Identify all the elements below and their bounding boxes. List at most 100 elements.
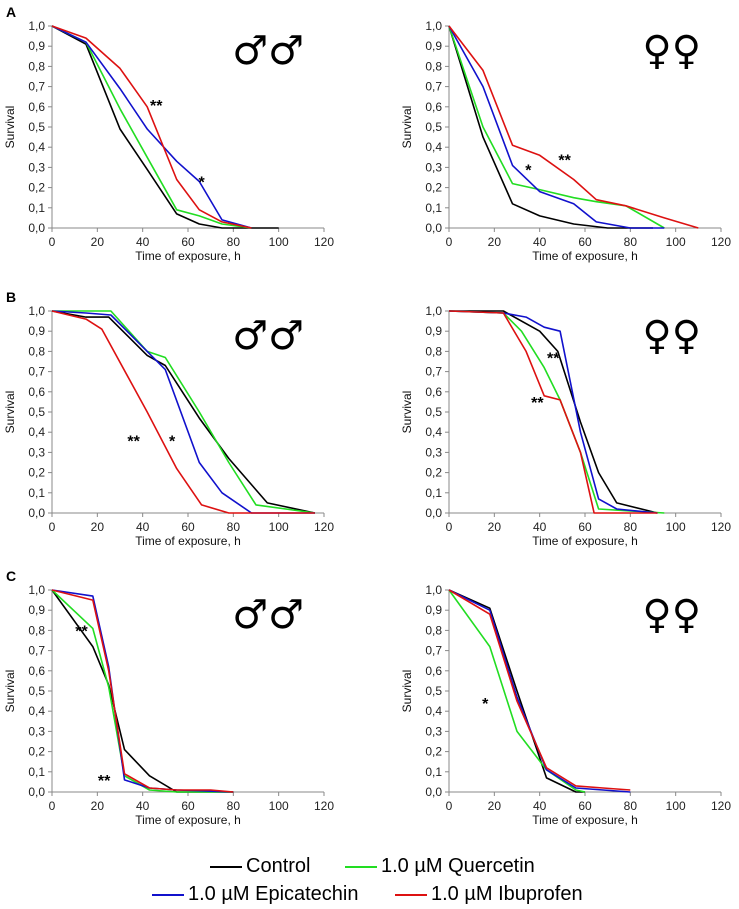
y-tick-label: 0,6 (28, 664, 45, 678)
y-tick-label: 0,0 (28, 785, 45, 799)
y-tick-label: 0,2 (425, 181, 442, 195)
x-axis-label: Time of exposure, h (532, 534, 638, 548)
x-tick-label: 120 (711, 235, 731, 249)
y-tick-label: 0,7 (425, 644, 442, 658)
sex-symbol: ♀♀ (642, 28, 701, 74)
y-tick-label: 0,2 (28, 466, 45, 480)
series-line-control (51, 310, 316, 514)
y-tick-label: 0,3 (28, 724, 45, 738)
chart-panel-3: 0,0 0,1 0,2 0,3 0,4 0,5 0,6 0,7 0,8 0,9 1,0 0 20 40 60… (400, 304, 731, 548)
series-line-epicatechin (51, 589, 234, 793)
x-tick-label: 0 (49, 235, 56, 249)
series-line-ibuprofen (51, 589, 234, 793)
x-tick-label: 0 (446, 799, 453, 813)
y-tick-label: 1,0 (425, 19, 442, 33)
x-tick-label: 80 (624, 799, 638, 813)
legend-swatch-control (210, 865, 242, 868)
y-tick-label: 0,4 (28, 140, 45, 154)
significance-marker: * (525, 162, 532, 179)
legend: Control 1.0 µM Quercetin 1.0 µM Epicatec… (0, 852, 739, 908)
y-tick-label: 0,1 (28, 201, 45, 215)
x-axis-label: Time of exposure, h (135, 534, 241, 548)
legend-swatch-quercetin (345, 865, 377, 868)
x-tick-label: 20 (488, 520, 502, 534)
sex-symbol: ♂♂ (232, 28, 304, 74)
chart-panel-2: 0,0 0,1 0,2 0,3 0,4 0,5 0,6 0,7 0,8 0,9 1,0 0 20 40 60… (3, 289, 334, 548)
x-tick-label: 120 (314, 235, 334, 249)
x-tick-label: 40 (136, 520, 150, 534)
x-tick-label: 60 (181, 235, 195, 249)
y-tick-label: 0,5 (425, 405, 442, 419)
x-tick-label: 20 (488, 235, 502, 249)
y-tick-label: 0,1 (425, 486, 442, 500)
y-tick-label: 0,3 (425, 445, 442, 459)
x-tick-label: 0 (446, 520, 453, 534)
significance-marker: ** (98, 773, 111, 790)
legend-label-ibuprofen: 1.0 µM Ibuprofen (431, 883, 583, 905)
significance-marker: * (169, 433, 176, 450)
y-tick-label: 0,8 (28, 623, 45, 637)
y-tick-label: 0,9 (28, 324, 45, 338)
y-axis-label: Survival (400, 670, 414, 713)
series-line-epicatechin (448, 310, 658, 514)
y-tick-label: 0,1 (28, 765, 45, 779)
sex-symbol: ♂♂ (232, 313, 304, 359)
y-tick-label: 0,3 (425, 724, 442, 738)
series-line-ibuprofen (448, 589, 631, 791)
chart-panel-1: 0,0 0,1 0,2 0,3 0,4 0,5 0,6 0,7 0,8 0,9 1,0 0 20 40 60… (400, 19, 731, 263)
series-line-epicatechin (51, 310, 315, 514)
y-tick-label: 0,7 (28, 80, 45, 94)
series-line-control (448, 25, 653, 229)
x-tick-label: 80 (624, 520, 638, 534)
x-tick-label: 40 (533, 520, 547, 534)
y-tick-label: 0,8 (425, 623, 442, 637)
legend-item-ibuprofen: 1.0 µM Ibuprofen (395, 883, 583, 906)
significance-marker: * (198, 175, 205, 192)
x-tick-label: 60 (181, 520, 195, 534)
y-tick-label: 0,1 (28, 486, 45, 500)
y-tick-label: 0,2 (425, 745, 442, 759)
x-tick-label: 100 (269, 520, 289, 534)
x-tick-label: 100 (666, 235, 686, 249)
x-tick-label: 0 (446, 235, 453, 249)
y-axis-label: Survival (400, 391, 414, 434)
y-tick-label: 0,0 (425, 506, 442, 520)
y-tick-label: 0,6 (28, 385, 45, 399)
series-line-quercetin (448, 589, 586, 793)
panel-letter: B (6, 289, 16, 305)
x-tick-label: 0 (49, 799, 56, 813)
series-line-ibuprofen (448, 25, 699, 229)
y-tick-label: 0,9 (425, 39, 442, 53)
x-tick-label: 80 (227, 799, 241, 813)
y-tick-label: 0,8 (28, 59, 45, 73)
y-tick-label: 0,5 (28, 405, 45, 419)
y-axis-label: Survival (3, 670, 17, 713)
legend-item-control: Control (210, 855, 310, 878)
series-line-control (449, 310, 658, 514)
y-tick-label: 0,2 (28, 745, 45, 759)
series-line-ibuprofen (448, 310, 658, 514)
x-tick-label: 120 (314, 799, 334, 813)
y-tick-label: 0,9 (28, 603, 45, 617)
chart-panel-0: 0,0 0,1 0,2 0,3 0,4 0,5 0,6 0,7 0,8 0,9 1,0 0 20 40 60… (3, 4, 334, 263)
y-tick-label: 0,5 (425, 684, 442, 698)
y-tick-label: 0,7 (425, 80, 442, 94)
y-tick-label: 0,1 (425, 765, 442, 779)
y-tick-label: 0,6 (28, 100, 45, 114)
x-tick-label: 40 (533, 799, 547, 813)
y-tick-label: 0,7 (425, 365, 442, 379)
y-tick-label: 0,6 (425, 100, 442, 114)
y-tick-label: 0,8 (28, 344, 45, 358)
x-tick-label: 20 (91, 799, 105, 813)
y-tick-label: 0,4 (425, 140, 442, 154)
x-axis-label: Time of exposure, h (135, 813, 241, 827)
y-tick-label: 0,3 (28, 445, 45, 459)
y-tick-label: 1,0 (425, 304, 442, 318)
sex-symbol: ♂♂ (232, 592, 304, 638)
legend-label-epicatechin: 1.0 µM Epicatechin (188, 883, 359, 905)
y-tick-label: 0,8 (425, 344, 442, 358)
y-tick-label: 1,0 (28, 583, 45, 597)
x-tick-label: 40 (136, 235, 150, 249)
y-tick-label: 0,4 (28, 704, 45, 718)
significance-marker: ** (127, 433, 140, 450)
